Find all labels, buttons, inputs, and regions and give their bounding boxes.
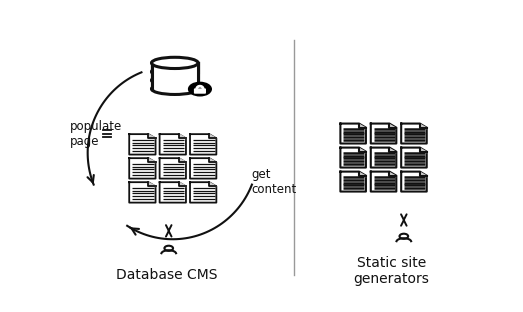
- Bar: [152, 80, 198, 89]
- Polygon shape: [390, 172, 396, 176]
- Bar: [152, 72, 198, 89]
- Polygon shape: [190, 182, 217, 202]
- Polygon shape: [179, 158, 186, 162]
- Polygon shape: [179, 134, 186, 138]
- Bar: [152, 63, 198, 89]
- Polygon shape: [129, 158, 155, 178]
- Text: Static site
generators: Static site generators: [354, 256, 429, 286]
- Polygon shape: [209, 134, 217, 138]
- Polygon shape: [129, 182, 155, 202]
- Polygon shape: [209, 182, 217, 186]
- Polygon shape: [401, 148, 427, 168]
- Polygon shape: [401, 124, 427, 144]
- Ellipse shape: [152, 57, 198, 69]
- Text: get
content: get content: [252, 168, 297, 196]
- Polygon shape: [209, 158, 217, 162]
- Polygon shape: [340, 148, 366, 168]
- Polygon shape: [371, 172, 396, 192]
- Polygon shape: [149, 158, 155, 162]
- Polygon shape: [340, 172, 366, 192]
- Ellipse shape: [152, 83, 198, 95]
- Polygon shape: [359, 172, 366, 176]
- Polygon shape: [359, 148, 366, 152]
- Polygon shape: [390, 124, 396, 128]
- FancyBboxPatch shape: [194, 88, 206, 94]
- Polygon shape: [160, 134, 186, 154]
- Polygon shape: [149, 182, 155, 186]
- Text: Database CMS: Database CMS: [116, 268, 218, 282]
- Polygon shape: [129, 134, 155, 154]
- Bar: [152, 63, 198, 89]
- Polygon shape: [420, 124, 427, 128]
- Polygon shape: [390, 148, 396, 152]
- Polygon shape: [359, 124, 366, 128]
- Polygon shape: [190, 134, 217, 154]
- Polygon shape: [420, 172, 427, 176]
- Polygon shape: [401, 172, 427, 192]
- Polygon shape: [160, 158, 186, 178]
- Polygon shape: [371, 124, 396, 144]
- Polygon shape: [179, 182, 186, 186]
- Text: populate
page: populate page: [70, 119, 122, 148]
- Polygon shape: [160, 182, 186, 202]
- Polygon shape: [420, 148, 427, 152]
- Circle shape: [189, 82, 211, 96]
- Polygon shape: [149, 134, 155, 138]
- Polygon shape: [371, 148, 396, 168]
- Polygon shape: [190, 158, 217, 178]
- Polygon shape: [340, 124, 366, 144]
